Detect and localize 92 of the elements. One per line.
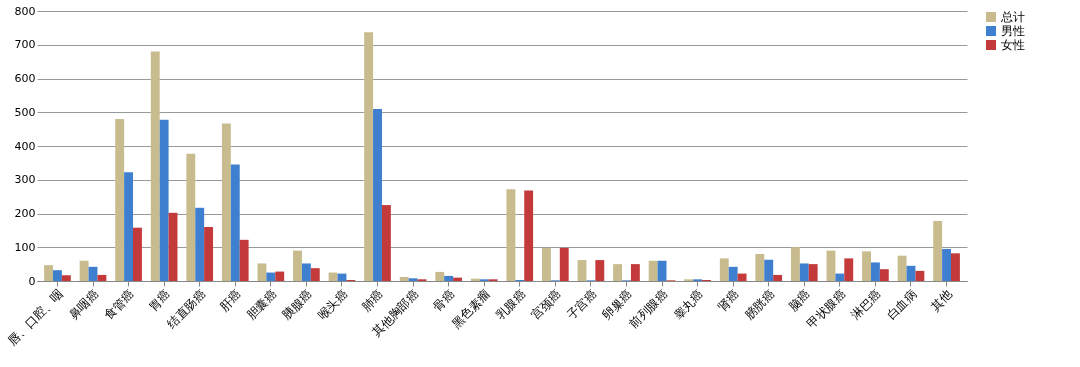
bar xyxy=(577,260,587,281)
bar xyxy=(61,275,71,281)
bar xyxy=(150,51,160,281)
bar xyxy=(373,108,382,281)
bar xyxy=(310,268,320,281)
bar xyxy=(266,272,276,281)
legend-label: 总计 xyxy=(1000,10,1025,24)
bar xyxy=(168,212,178,281)
bar xyxy=(293,250,302,281)
bar xyxy=(559,247,569,281)
bar xyxy=(719,258,729,281)
x-tick-label: 食管癌 xyxy=(101,287,138,323)
x-tick-label: 胃癌 xyxy=(145,287,173,314)
bar xyxy=(381,205,391,281)
bar xyxy=(506,189,516,281)
x-tick-label: 鼻咽癌 xyxy=(66,287,102,323)
y-tick-label: 100 xyxy=(14,240,36,254)
y-tick-label: 700 xyxy=(14,38,36,52)
bar xyxy=(799,263,809,281)
bar xyxy=(115,119,125,281)
bar xyxy=(97,274,107,281)
bar xyxy=(186,153,196,281)
bar xyxy=(435,271,445,281)
x-tick-label: 唇、口腔、咽 xyxy=(5,287,66,348)
bar xyxy=(942,248,951,281)
x-tick-label: 乳腺癌 xyxy=(492,287,529,323)
bar xyxy=(870,262,880,281)
bar xyxy=(44,265,53,281)
bar xyxy=(808,264,818,281)
x-tick-label: 肾癌 xyxy=(714,287,742,314)
bar xyxy=(204,227,214,281)
y-tick-label: 200 xyxy=(14,207,36,220)
bar xyxy=(879,269,889,281)
bar xyxy=(542,247,551,281)
bar xyxy=(239,239,249,281)
bar xyxy=(648,260,658,281)
bar xyxy=(524,190,534,281)
bar xyxy=(897,255,907,281)
y-tick-label: 300 xyxy=(14,173,36,187)
bar xyxy=(835,273,845,281)
bar xyxy=(301,263,311,281)
bar xyxy=(53,270,62,281)
x-tick-label: 宫颈癌 xyxy=(528,287,564,323)
x-tick-label: 脑癌 xyxy=(785,287,813,314)
bar xyxy=(613,264,623,281)
y-tick-label: 400 xyxy=(14,139,36,153)
x-tick-label: 胰腺癌 xyxy=(279,287,315,323)
x-tick-label: 其他 xyxy=(928,287,956,314)
bar xyxy=(275,271,285,281)
bar xyxy=(159,119,169,281)
bar xyxy=(951,253,960,281)
bar xyxy=(595,260,605,281)
x-tick-label: 膀胱癌 xyxy=(741,287,778,323)
bar xyxy=(328,272,338,281)
bar xyxy=(408,278,418,281)
bar xyxy=(133,227,142,281)
bar xyxy=(399,276,409,281)
bar xyxy=(764,259,774,281)
bar xyxy=(862,251,871,281)
x-tick-label: 骨癌 xyxy=(430,287,458,314)
y-tick-label: 0 xyxy=(28,274,36,288)
bar xyxy=(124,172,134,281)
bar xyxy=(221,123,231,281)
y-tick-label: 600 xyxy=(14,72,36,85)
x-tick-label: 睾丸癌 xyxy=(670,287,707,323)
legend-label: 男性 xyxy=(1001,24,1025,38)
x-tick-label: 肝癌 xyxy=(216,287,244,314)
bar xyxy=(195,207,205,281)
x-tick-label: 喉头癌 xyxy=(315,287,351,323)
bar xyxy=(257,263,267,281)
bar xyxy=(790,247,800,281)
x-tick-label: 子宫癌 xyxy=(564,287,600,323)
bar xyxy=(773,274,783,281)
bar xyxy=(630,264,640,281)
bar xyxy=(728,266,738,281)
x-tick-label: 肺癌 xyxy=(359,287,387,314)
bar xyxy=(230,164,240,281)
legend-label: 女性 xyxy=(1001,38,1025,52)
bar xyxy=(915,270,925,281)
bar xyxy=(364,32,374,281)
y-tick-label: 800 xyxy=(14,4,36,18)
bar xyxy=(933,220,943,281)
bar xyxy=(444,275,454,281)
x-tick-label: 淋巴癌 xyxy=(848,287,884,323)
y-tick-label: 500 xyxy=(14,105,36,119)
bar xyxy=(79,260,89,281)
x-tick-label: 白血病 xyxy=(884,287,920,323)
x-tick-label: 胆囊癌 xyxy=(243,287,280,323)
bar xyxy=(737,273,747,281)
bar xyxy=(453,277,462,281)
bar xyxy=(844,258,854,281)
bar xyxy=(755,254,765,281)
